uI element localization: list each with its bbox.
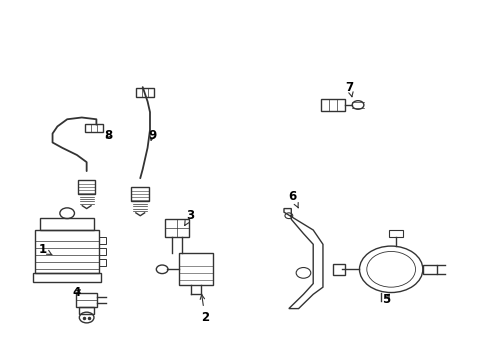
Bar bbox=[76, 293, 98, 307]
Bar bbox=[131, 187, 149, 202]
Bar bbox=[136, 88, 154, 97]
Bar bbox=[179, 253, 213, 285]
Text: 1: 1 bbox=[39, 243, 52, 256]
Bar bbox=[333, 264, 345, 275]
Text: 9: 9 bbox=[148, 129, 156, 142]
Bar bbox=[99, 258, 106, 266]
Bar bbox=[33, 273, 101, 282]
Bar bbox=[99, 237, 106, 244]
Bar bbox=[85, 124, 103, 132]
Bar bbox=[78, 180, 96, 194]
Bar bbox=[320, 99, 345, 111]
Text: 5: 5 bbox=[382, 293, 391, 306]
Bar bbox=[35, 230, 99, 273]
Text: 3: 3 bbox=[185, 209, 195, 225]
Bar bbox=[165, 219, 189, 237]
Text: 2: 2 bbox=[200, 295, 209, 324]
Bar bbox=[423, 265, 438, 274]
Text: 4: 4 bbox=[73, 286, 81, 299]
Text: 6: 6 bbox=[289, 190, 298, 208]
Bar bbox=[40, 217, 94, 230]
Bar bbox=[99, 248, 106, 255]
Bar bbox=[79, 307, 94, 314]
Text: 8: 8 bbox=[104, 129, 113, 142]
Bar bbox=[389, 230, 403, 237]
Text: 7: 7 bbox=[345, 81, 354, 97]
